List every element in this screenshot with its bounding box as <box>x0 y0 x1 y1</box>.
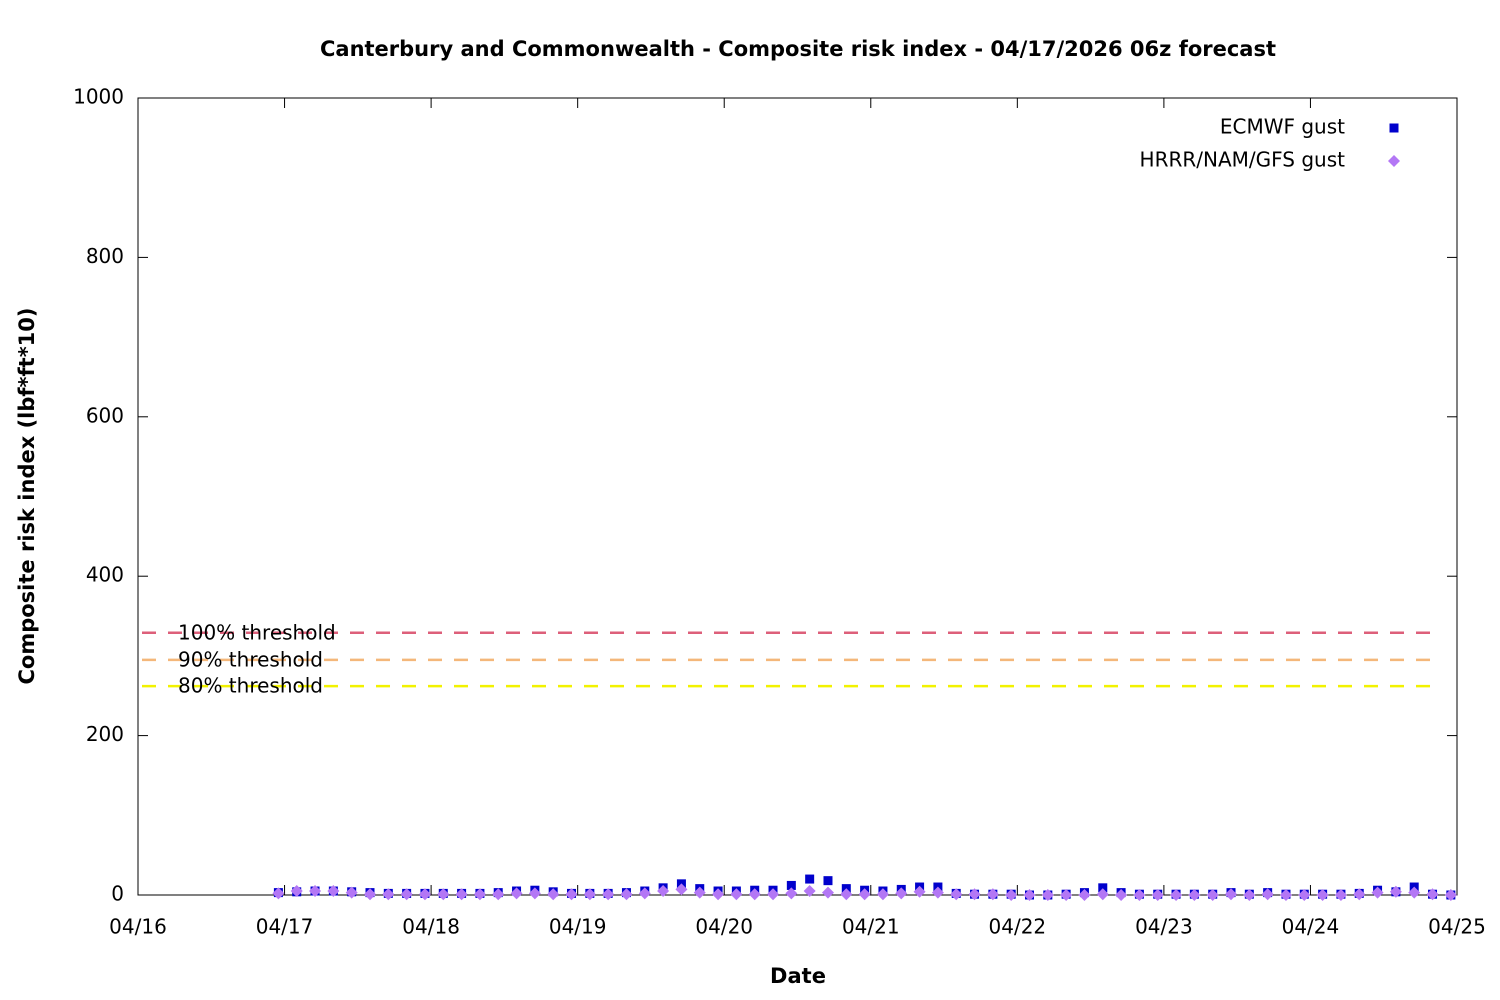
threshold-label: 80% threshold <box>178 674 323 698</box>
legend-label: HRRR/NAM/GFS gust <box>1140 148 1346 172</box>
data-point <box>1353 888 1366 901</box>
data-point <box>1298 889 1311 901</box>
data-point <box>712 888 725 901</box>
data-point <box>840 888 853 901</box>
plot-frame <box>137 97 1458 896</box>
y-tick-label: 0 <box>111 882 124 906</box>
data-point <box>1188 889 1201 901</box>
data-point <box>1023 889 1036 901</box>
y-tick-label: 1000 <box>73 85 124 109</box>
data-point <box>473 888 486 901</box>
data-point <box>730 888 743 901</box>
data-point <box>805 874 815 884</box>
data-point <box>363 888 376 901</box>
data-point <box>1261 888 1274 901</box>
data-point <box>309 885 322 898</box>
x-tick-label: 04/25 <box>1428 915 1486 939</box>
data-point <box>1060 889 1073 901</box>
chart-title: Canterbury and Commonwealth - Composite … <box>320 37 1276 61</box>
data-point <box>785 887 798 900</box>
data-point <box>272 887 285 900</box>
data-point <box>1005 889 1018 901</box>
data-point <box>1206 889 1219 901</box>
x-tick-label: 04/20 <box>695 915 753 939</box>
legend-marker <box>1388 155 1400 167</box>
data-point <box>1243 889 1256 901</box>
data-point <box>748 888 761 901</box>
data-point <box>786 880 796 890</box>
data-point <box>1316 889 1329 901</box>
y-tick-label: 200 <box>86 722 124 746</box>
data-point <box>418 888 431 901</box>
data-point <box>620 888 633 901</box>
threshold-label: 100% threshold <box>178 620 336 644</box>
data-point <box>437 888 450 901</box>
data-point <box>1041 889 1054 901</box>
x-tick-label: 04/16 <box>109 915 167 939</box>
data-point <box>1389 885 1402 898</box>
data-point <box>1426 888 1439 901</box>
data-point <box>675 883 688 896</box>
x-tick-label: 04/21 <box>842 915 900 939</box>
data-point <box>913 885 926 898</box>
data-point <box>1133 889 1146 901</box>
data-point <box>1170 889 1183 901</box>
threshold-label: 90% threshold <box>178 647 323 671</box>
x-tick-label: 04/17 <box>256 915 314 939</box>
x-tick-label: 04/19 <box>549 915 607 939</box>
data-point <box>327 885 340 898</box>
data-point <box>492 888 505 901</box>
data-point <box>1444 889 1457 901</box>
data-point <box>858 888 871 901</box>
data-point <box>1151 889 1164 901</box>
data-point <box>602 888 615 901</box>
data-point <box>1225 888 1238 901</box>
data-point <box>528 887 541 900</box>
y-tick-label: 800 <box>86 244 124 268</box>
data-point <box>693 886 706 899</box>
data-point <box>986 888 999 901</box>
data-point <box>382 888 395 901</box>
x-tick-label: 04/23 <box>1135 915 1193 939</box>
data-point <box>1371 886 1384 899</box>
data-point <box>290 885 303 898</box>
legend-marker <box>1389 123 1399 133</box>
y-axis-label: Composite risk index (lbf*ft*10) <box>15 307 39 684</box>
data-point <box>547 888 560 901</box>
data-point <box>803 885 816 898</box>
x-axis-label: Date <box>770 964 826 988</box>
data-point <box>400 888 413 901</box>
data-point <box>895 887 908 900</box>
x-tick-label: 04/24 <box>1282 915 1340 939</box>
data-point <box>1098 883 1108 893</box>
data-point <box>950 888 963 901</box>
data-point <box>968 888 981 901</box>
data-point <box>1279 889 1292 901</box>
data-point <box>345 886 358 899</box>
data-point <box>455 888 468 901</box>
data-point <box>876 888 889 901</box>
data-point <box>638 887 651 900</box>
data-point <box>821 886 834 899</box>
data-point <box>1334 889 1347 901</box>
data-point <box>1408 886 1421 899</box>
data-point <box>823 876 833 886</box>
legend-label: ECMWF gust <box>1220 115 1345 139</box>
data-point <box>767 888 780 901</box>
data-point <box>931 886 944 899</box>
data-point <box>510 887 523 900</box>
y-tick-label: 600 <box>86 403 124 427</box>
data-point <box>1096 888 1109 901</box>
y-tick-label: 400 <box>86 563 124 587</box>
x-tick-label: 04/22 <box>989 915 1047 939</box>
x-tick-label: 04/18 <box>402 915 460 939</box>
data-point <box>583 888 596 901</box>
data-point <box>657 885 670 898</box>
data-point <box>1078 889 1091 901</box>
data-point <box>565 888 578 901</box>
data-point <box>1115 889 1128 901</box>
